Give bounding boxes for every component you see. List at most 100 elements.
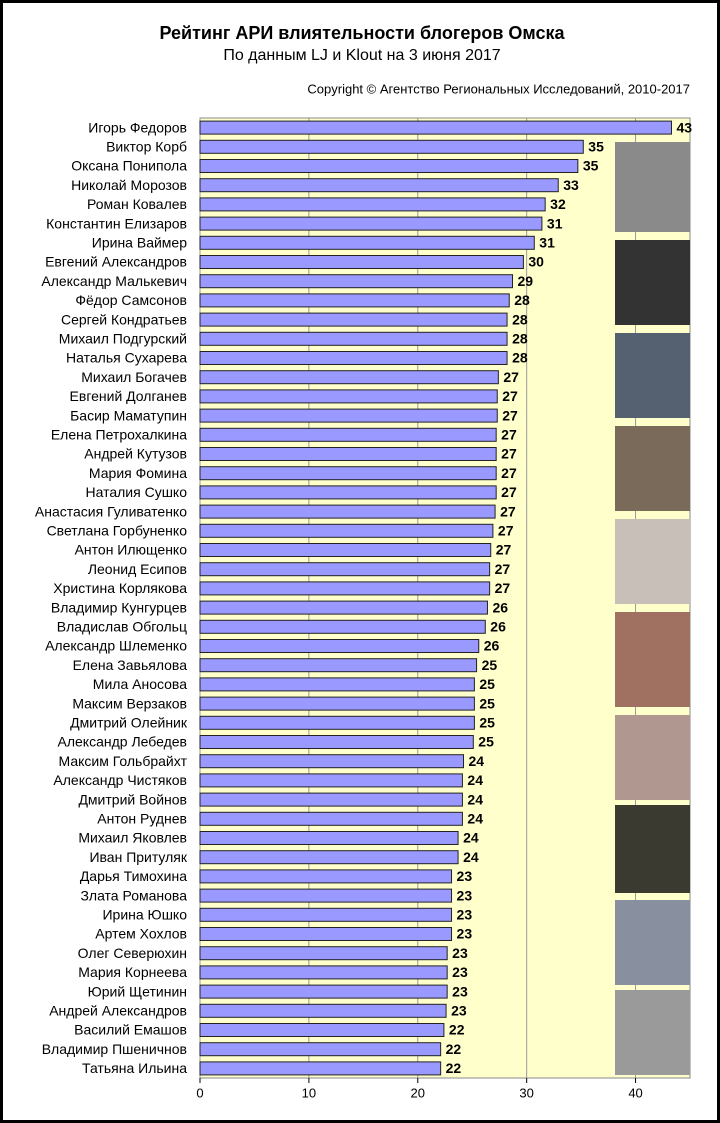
value-label: 32 bbox=[550, 196, 566, 212]
bar bbox=[199, 946, 448, 961]
x-tick-label: 40 bbox=[628, 1085, 642, 1100]
y-tick-label: Юрий Щетинин bbox=[88, 983, 187, 999]
y-tick-label: Оксана Понипола bbox=[71, 158, 187, 174]
bar bbox=[199, 139, 584, 154]
bar bbox=[199, 888, 453, 903]
value-label: 33 bbox=[563, 177, 579, 193]
bar bbox=[199, 466, 497, 481]
y-tick-label: Роман Ковалев bbox=[87, 196, 187, 212]
bar bbox=[199, 197, 546, 212]
x-tick-label: 20 bbox=[411, 1085, 425, 1100]
value-label: 27 bbox=[502, 407, 518, 423]
bar bbox=[199, 639, 480, 653]
bar bbox=[199, 773, 463, 788]
y-tick-label: Василий Емашов bbox=[74, 1022, 187, 1038]
y-tick-label: Михаил Богачев bbox=[81, 369, 187, 385]
value-label: 28 bbox=[512, 311, 528, 327]
bar bbox=[199, 408, 498, 423]
x-tick-label: 30 bbox=[519, 1085, 533, 1100]
bar bbox=[199, 159, 579, 173]
y-tick-label: Владислав Обгольц bbox=[57, 619, 187, 635]
y-tick-label: Михаил Яковлев bbox=[78, 830, 187, 846]
bar bbox=[199, 293, 510, 308]
value-label: 23 bbox=[457, 868, 473, 884]
bar bbox=[199, 427, 497, 442]
y-tick-label: Александр Чистяков bbox=[53, 772, 187, 788]
photo bbox=[615, 240, 690, 325]
chart-subtitle: По данным LJ и Klout на 3 июня 2017 bbox=[223, 47, 500, 64]
bar bbox=[199, 274, 514, 289]
y-tick-label: Басир Маматупин bbox=[70, 407, 187, 423]
value-label: 27 bbox=[503, 369, 519, 385]
value-label: 27 bbox=[502, 388, 518, 404]
value-label: 25 bbox=[479, 676, 495, 692]
value-label: 23 bbox=[451, 1003, 467, 1019]
bar bbox=[199, 1023, 445, 1037]
bar bbox=[199, 1003, 447, 1018]
bar bbox=[199, 869, 453, 884]
bar bbox=[199, 792, 463, 807]
y-tick-label: Наталья Сухарева bbox=[66, 350, 187, 366]
value-label: 27 bbox=[500, 503, 516, 519]
bar bbox=[199, 965, 448, 980]
value-label: 22 bbox=[449, 1022, 465, 1038]
bar bbox=[199, 735, 474, 749]
bar bbox=[199, 351, 508, 365]
y-tick-label: Александр Лебедев bbox=[58, 734, 188, 750]
bar bbox=[199, 216, 543, 231]
y-tick-label: Леонид Есипов bbox=[88, 561, 187, 577]
value-label: 23 bbox=[452, 964, 468, 980]
y-tick-label: Антон Илющенко bbox=[75, 542, 188, 558]
value-label: 22 bbox=[446, 1060, 462, 1076]
value-label: 23 bbox=[457, 907, 473, 923]
value-label: 27 bbox=[501, 465, 517, 481]
y-tick-label: Антон Руднев bbox=[97, 811, 187, 827]
y-tick-label: Николай Морозов bbox=[71, 177, 187, 193]
value-label: 28 bbox=[514, 292, 530, 308]
bar bbox=[199, 331, 508, 346]
bar bbox=[199, 831, 459, 845]
y-tick-label: Александр Малькевич bbox=[41, 273, 187, 289]
value-label: 25 bbox=[482, 657, 498, 673]
copyright: Copyright © Агентство Региональных Иссле… bbox=[307, 81, 690, 96]
y-tick-label: Максим Верзаков bbox=[72, 695, 187, 711]
photo bbox=[615, 612, 690, 707]
value-label: 24 bbox=[469, 753, 485, 769]
value-label: 24 bbox=[467, 772, 483, 788]
value-label: 31 bbox=[539, 235, 555, 251]
value-label: 25 bbox=[479, 715, 495, 731]
y-tick-label: Владимир Пшеничнов bbox=[42, 1041, 187, 1057]
bar bbox=[199, 927, 453, 941]
bar bbox=[199, 523, 494, 538]
photo bbox=[615, 715, 690, 800]
value-label: 27 bbox=[496, 542, 512, 558]
value-label: 26 bbox=[484, 638, 500, 654]
bar bbox=[199, 120, 672, 135]
y-tick-label: Анастасия Гуливатенко bbox=[35, 503, 187, 519]
value-label: 31 bbox=[547, 215, 563, 231]
y-tick-label: Евгений Александров bbox=[45, 254, 187, 270]
value-label: 25 bbox=[479, 695, 495, 711]
photo bbox=[615, 333, 690, 418]
bar bbox=[199, 178, 559, 193]
value-label: 27 bbox=[501, 484, 517, 500]
value-label: 23 bbox=[452, 983, 468, 999]
bar bbox=[199, 255, 524, 269]
x-tick-label: 10 bbox=[302, 1085, 316, 1100]
bar bbox=[199, 907, 453, 922]
value-label: 28 bbox=[512, 350, 528, 366]
value-label: 30 bbox=[528, 254, 544, 270]
y-tick-label: Дмитрий Олейник bbox=[70, 715, 188, 731]
x-tick-label: 0 bbox=[196, 1085, 203, 1100]
bar bbox=[199, 600, 488, 615]
y-tick-label: Дарья Тимохина bbox=[80, 868, 187, 884]
y-tick-label: Сергей Кондратьев bbox=[61, 311, 187, 327]
photo bbox=[615, 990, 690, 1075]
bar bbox=[199, 504, 496, 519]
bar bbox=[199, 235, 535, 250]
bar bbox=[199, 485, 497, 500]
bar bbox=[199, 715, 475, 730]
bar bbox=[199, 658, 478, 673]
bar bbox=[199, 850, 459, 865]
